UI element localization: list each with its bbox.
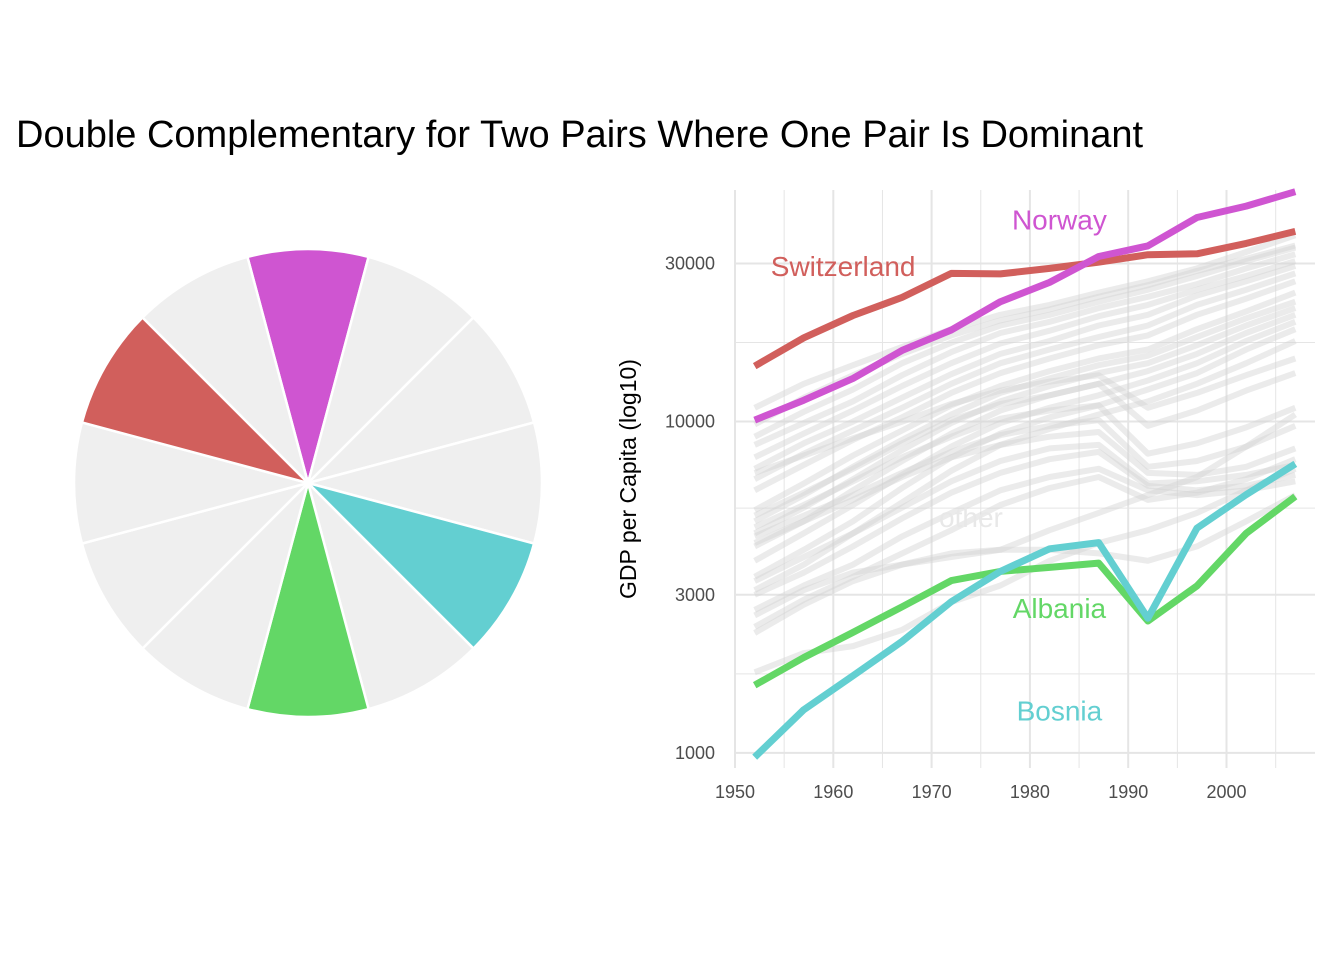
series-line-norway xyxy=(753,188,1297,424)
pie-slice-6 xyxy=(305,478,476,711)
series-line-other-27 xyxy=(753,456,1297,630)
series-line-other-15 xyxy=(753,311,1297,550)
chart-title: Double Complementary for Two Pairs Where… xyxy=(16,114,1144,156)
series-line-other-17 xyxy=(753,326,1297,580)
series-label-other: other xyxy=(939,502,1003,533)
series-line-other-26 xyxy=(753,465,1296,613)
series-label-albania: Albania xyxy=(1013,593,1107,624)
y-tick-label: 30000 xyxy=(665,253,715,273)
series-line-other-6 xyxy=(753,244,1297,440)
x-tick-label: 1960 xyxy=(813,782,853,802)
pie-slice-7 xyxy=(245,478,371,719)
pie-slice-4 xyxy=(303,420,544,546)
series-line-other-8 xyxy=(753,258,1297,461)
series-label-norway: Norway xyxy=(1012,204,1107,235)
pie-slice-1 xyxy=(245,247,371,488)
series-line-bosnia xyxy=(752,460,1298,760)
pie-slice-9 xyxy=(80,480,313,651)
pie-slice-12 xyxy=(140,255,311,488)
series-line-other-16 xyxy=(753,319,1297,564)
series-line-other-9 xyxy=(753,263,1297,472)
axes: 1950 1960 1970 1980 1990 2000 1000 3000 10000 300… xyxy=(615,253,1247,802)
series-line-other-10 xyxy=(753,270,1297,482)
series-line-other-13 xyxy=(753,298,1297,524)
series-line-other-12 xyxy=(753,289,1297,513)
pie-slice-3 xyxy=(303,315,536,486)
line-chart: 1950 1960 1970 1980 1990 2000 1000 3000 10000 300… xyxy=(615,188,1315,802)
pie-slice-8 xyxy=(140,478,311,711)
x-tick-label: 1980 xyxy=(1010,782,1050,802)
series-label-switzerland: Switzerland xyxy=(771,251,916,282)
series-line-other-28 xyxy=(753,466,1297,676)
series-line-other-4 xyxy=(753,232,1297,411)
series-lines xyxy=(752,188,1298,760)
series-line-other-22 xyxy=(753,417,1297,540)
series-line-other-21 xyxy=(753,402,1297,530)
series-line-other-18 xyxy=(753,338,1297,593)
x-tick-label: 1990 xyxy=(1108,782,1148,802)
x-tick-label: 1950 xyxy=(715,782,755,802)
series-labels: Switzerland Norway other Albania Bosnia xyxy=(771,204,1107,726)
series-line-other-29 xyxy=(753,411,1297,619)
pie-slice-2 xyxy=(305,255,476,488)
x-tick-label: 2000 xyxy=(1207,782,1247,802)
series-line-other-20 xyxy=(753,370,1297,519)
series-line-albania xyxy=(752,493,1298,689)
series-line-other-11 xyxy=(753,278,1297,493)
series-line-other-19 xyxy=(753,355,1297,476)
series-line-other-7 xyxy=(753,251,1297,448)
y-axis-label: GDP per Capita (log10) xyxy=(615,359,641,599)
pie-slice-10 xyxy=(72,420,313,546)
y-tick-label: 3000 xyxy=(675,585,715,605)
y-tick-label: 1000 xyxy=(675,743,715,763)
series-line-other-14 xyxy=(753,305,1297,536)
series-line-other-25 xyxy=(753,448,1296,598)
series-line-other-24 xyxy=(753,441,1296,584)
series-line-other-30 xyxy=(753,492,1297,636)
pie-chart xyxy=(72,247,544,719)
y-tick-label: 10000 xyxy=(665,412,715,432)
series-line-switzerland xyxy=(752,228,1297,370)
series-line-other-23 xyxy=(753,429,1297,546)
pie-slice-5 xyxy=(303,480,536,651)
grid xyxy=(734,190,1315,768)
pie-slice-11 xyxy=(80,315,313,486)
series-label-bosnia: Bosnia xyxy=(1017,696,1103,727)
x-tick-label: 1970 xyxy=(912,782,952,802)
